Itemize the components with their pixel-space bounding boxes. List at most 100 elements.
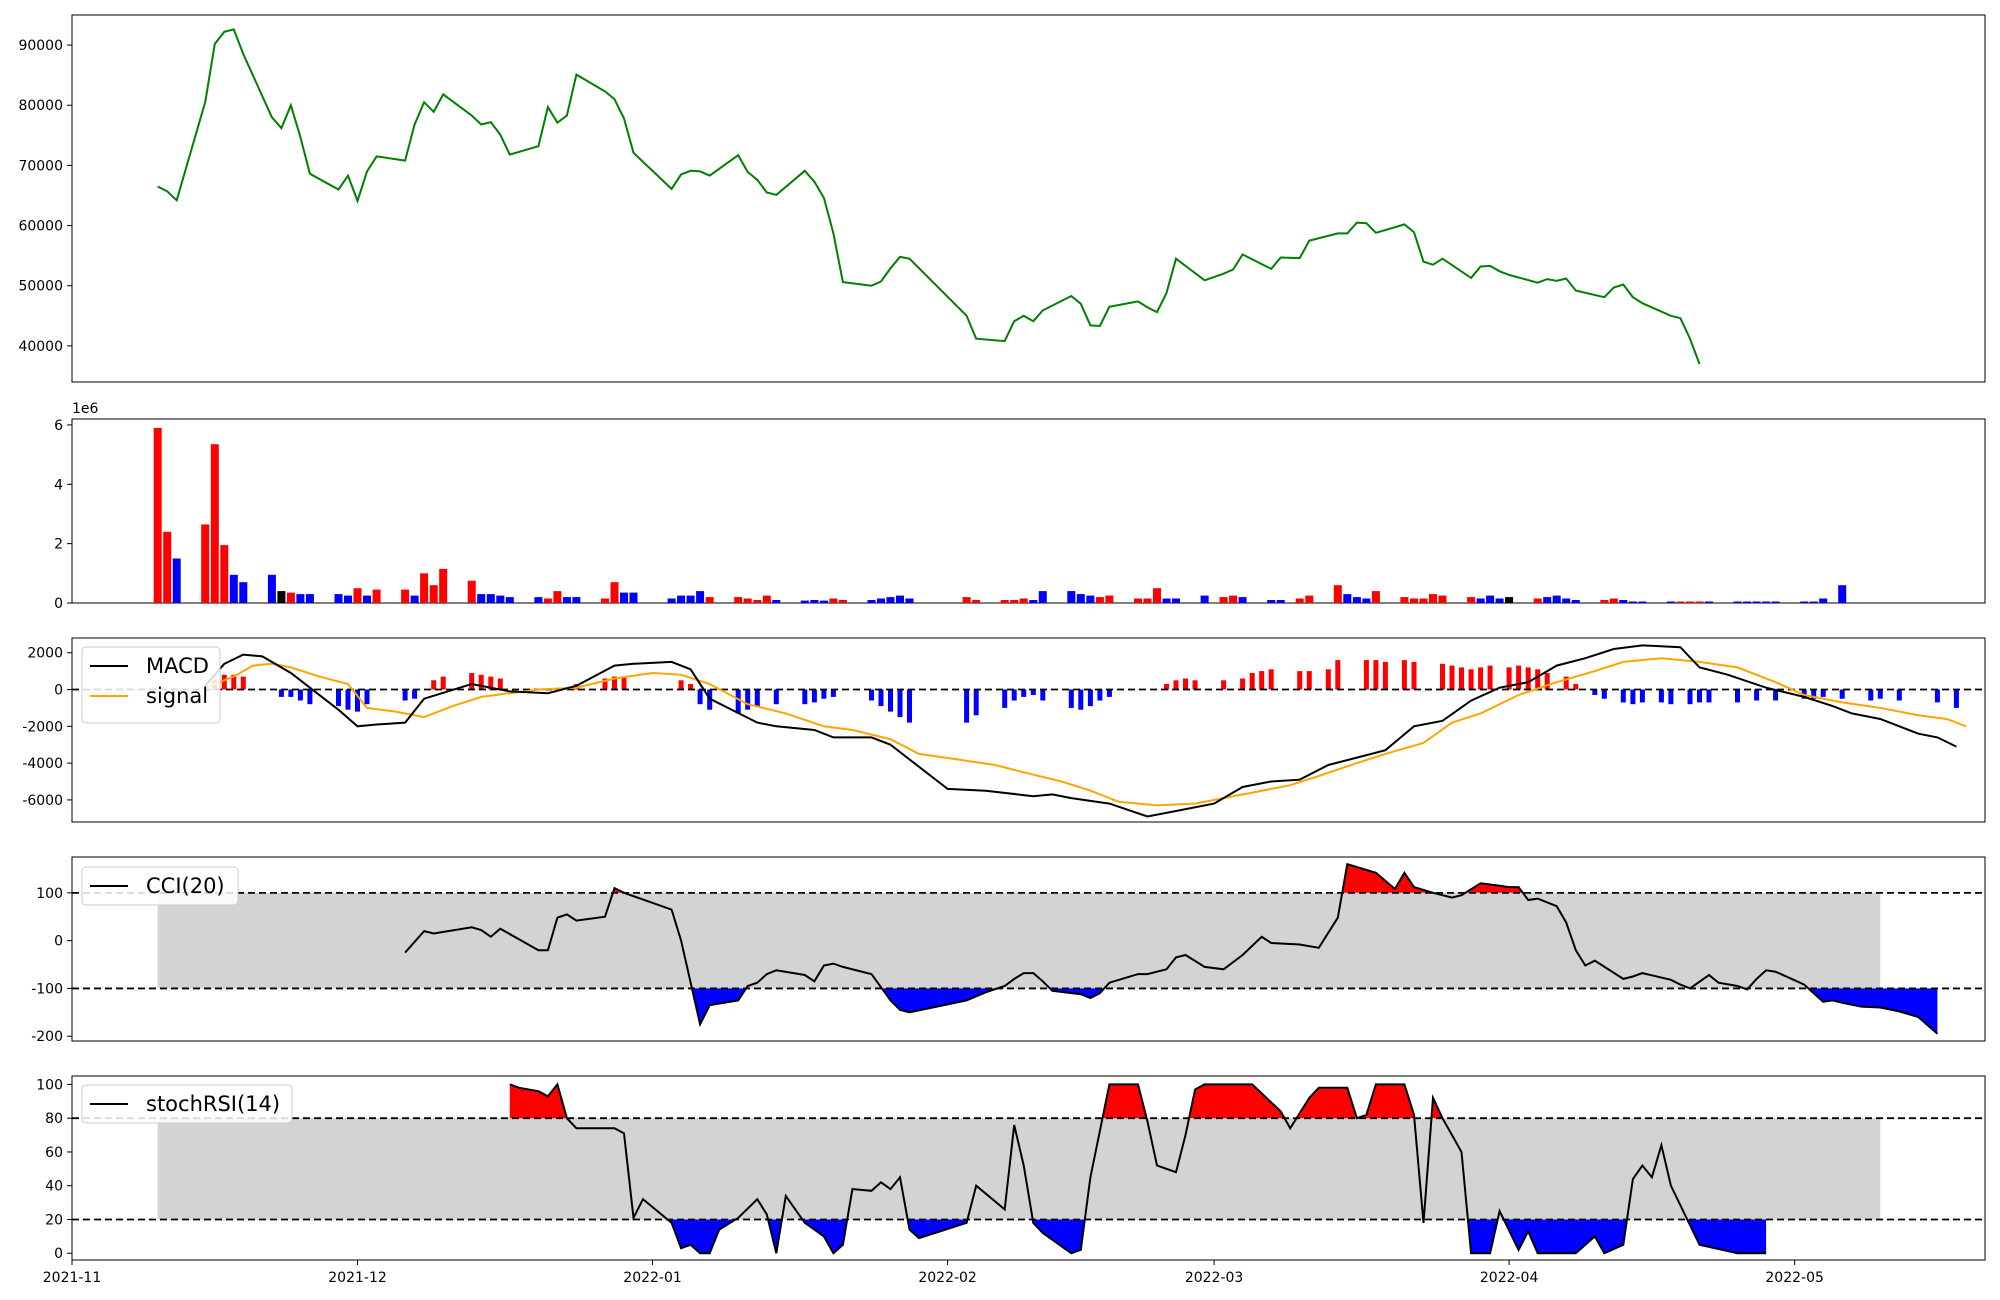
cci-series-line (404, 862, 1939, 1035)
macd-histogram-bar (878, 689, 884, 707)
volume-offset-label: 1e6 (72, 401, 99, 417)
volume-bar (1067, 591, 1076, 603)
macd-plot-frame (71, 637, 1986, 823)
macd-histogram-bar (811, 689, 817, 703)
volume-bar (667, 598, 676, 603)
volume-bar (239, 582, 248, 603)
macd-histogram-bar (336, 689, 341, 707)
volume-bar (1676, 601, 1685, 603)
volume-ytick-label: 2 (54, 537, 63, 553)
macd-histogram-bar (1449, 665, 1455, 690)
stochrsi-ytick-label: 100 (36, 1077, 63, 1093)
x-tick-label: 2022-01 (623, 1270, 682, 1286)
macd-histogram-bar (1363, 660, 1369, 690)
macd-histogram-bar (1106, 689, 1112, 697)
macd-histogram-bar (1068, 689, 1074, 708)
volume-bar (505, 597, 514, 603)
macd-histogram-bar (440, 676, 446, 690)
volume-bar (1352, 597, 1361, 603)
stochrsi-overbought-fill (1102, 1084, 1147, 1119)
macd-histogram-bar (307, 689, 313, 705)
macd-ytick-label: 0 (54, 683, 63, 699)
volume-bar (896, 595, 904, 603)
macd-histogram-bar (678, 680, 684, 690)
volume-bar (534, 597, 543, 603)
volume-bar (962, 597, 971, 603)
volume-bar (1219, 597, 1228, 603)
volume-bar (601, 598, 609, 603)
volume-ytick-label: 6 (54, 418, 63, 434)
cci-overbought-fill (1465, 883, 1523, 893)
macd-histogram-bar (1221, 680, 1227, 690)
macd-histogram-bar (1487, 665, 1493, 690)
cci-oversold-fill (692, 988, 747, 1025)
volume-bar (1038, 591, 1047, 603)
volume-bar (1076, 594, 1085, 603)
volume-bar (1333, 585, 1342, 603)
macd-histogram-bar (1630, 689, 1636, 705)
stochrsi-legend-label: stochRSI(14) (146, 1092, 280, 1116)
stochrsi-ytick-label: 20 (45, 1212, 63, 1228)
price-ytick-label: 40000 (18, 339, 63, 355)
volume-bar (1238, 597, 1247, 603)
stochrsi-oversold-fill (667, 1219, 736, 1254)
volume-bar (886, 597, 895, 603)
macd-histogram-bar (907, 689, 912, 723)
x-tick-label: 2021-12 (328, 1270, 387, 1286)
cci-oversold-fill (1808, 988, 1938, 1034)
volume-bar (1552, 595, 1561, 603)
macd-legend-label: signal (146, 684, 208, 708)
volume-bar (372, 589, 381, 603)
volume-bar (1800, 601, 1809, 603)
macd-histogram-bar (1306, 671, 1312, 690)
price-ytick-label: 70000 (18, 158, 63, 174)
price-ytick-label: 80000 (18, 98, 63, 114)
stochrsi-ytick-label: 80 (45, 1111, 63, 1127)
volume-bar (1134, 598, 1142, 603)
volume-bar (410, 595, 419, 603)
cci-ytick-label: 100 (36, 886, 63, 902)
macd-histogram-bar (612, 676, 617, 690)
macd-histogram-bar (830, 689, 836, 697)
volume-bar (1619, 600, 1628, 603)
volume-bar (1505, 597, 1514, 603)
macd-histogram-bar (1011, 689, 1017, 701)
volume-bar (1438, 595, 1447, 603)
stochrsi-ytick-label: 60 (45, 1145, 63, 1161)
volume-bar (1695, 601, 1704, 603)
cci-overbought-fill (1342, 864, 1433, 893)
volume-bar (1562, 598, 1571, 603)
macd-histogram-bar (402, 689, 408, 701)
macd-histogram-bar (897, 689, 903, 718)
volume-bar (353, 588, 362, 603)
macd-histogram-bar (1297, 671, 1303, 690)
macd-histogram-bar (1335, 660, 1341, 690)
macd-ytick-label: -6000 (22, 793, 63, 809)
cci-legend-label: CCI(20) (146, 874, 225, 898)
x-tick-label: 2021-11 (43, 1270, 102, 1286)
volume-bar (743, 598, 752, 603)
macd-ytick-label: -2000 (22, 719, 63, 735)
macd-histogram-bar (621, 676, 627, 690)
macd-histogram-bar (1373, 660, 1379, 690)
volume-bar (734, 597, 743, 603)
macd-histogram-bar (345, 689, 351, 710)
volume-bar (1429, 594, 1437, 603)
volume-bar (1172, 598, 1180, 603)
macd-histogram-bar (1639, 689, 1645, 703)
volume-bar (1343, 594, 1352, 603)
macd-histogram-bar (478, 674, 484, 690)
price-series-line (157, 28, 1701, 365)
macd-histogram-bar (1021, 689, 1027, 697)
macd-histogram-bar (1506, 667, 1512, 690)
volume-bar (877, 598, 885, 603)
volume-bar (829, 598, 838, 603)
volume-bar (1095, 597, 1104, 603)
macd-histogram-bar (288, 689, 294, 697)
stochrsi-ytick-label: 0 (54, 1246, 63, 1262)
volume-bar (1571, 600, 1580, 603)
volume-bar (1705, 601, 1713, 603)
macd-histogram-bar (240, 676, 246, 690)
volume-bar (267, 574, 276, 603)
macd-histogram-bar (497, 678, 503, 690)
